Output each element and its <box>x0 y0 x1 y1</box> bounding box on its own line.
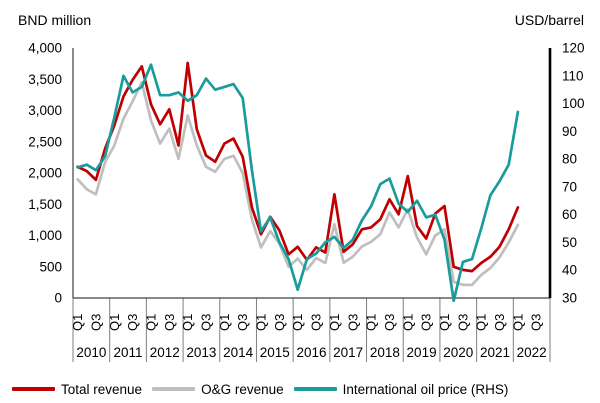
quarter-label: Q3 <box>272 314 287 331</box>
year-label: 2014 <box>223 345 254 360</box>
year-label: 2013 <box>186 345 216 360</box>
left-axis-tick-label: 3,000 <box>28 103 62 118</box>
quarter-label: Q3 <box>345 314 360 331</box>
quarter-label: Q1 <box>143 314 158 331</box>
year-label: 2015 <box>260 345 290 360</box>
right-axis-tick-label: 110 <box>562 68 584 83</box>
right-axis-tick-label: 30 <box>562 291 577 306</box>
quarter-label: Q3 <box>419 314 434 331</box>
quarter-label: Q1 <box>327 314 342 331</box>
right-axis-tick-label: 50 <box>562 235 577 250</box>
year-label: 2018 <box>370 345 400 360</box>
right-axis-tick-label: 80 <box>562 152 577 167</box>
quarter-label: Q3 <box>309 314 324 331</box>
legend-label-og-revenue: O&G revenue <box>201 381 284 397</box>
right-axis-tick-label: 90 <box>562 124 577 139</box>
quarter-label: Q3 <box>492 314 507 331</box>
quarter-label: Q1 <box>217 314 232 331</box>
legend-swatch-og-revenue <box>152 387 196 391</box>
quarter-label: Q1 <box>474 314 489 331</box>
quarter-label: Q3 <box>88 314 103 331</box>
right-axis-tick-label: 60 <box>562 207 577 222</box>
right-axis-tick-label: 100 <box>562 96 585 111</box>
left-axis-tick-label: 2,000 <box>28 166 62 181</box>
quarter-label: Q3 <box>162 314 177 331</box>
quarter-label: Q1 <box>290 314 305 331</box>
quarter-label: Q3 <box>455 314 470 331</box>
left-axis-tick-label: 1,000 <box>28 228 62 243</box>
legend-label-total-revenue: Total revenue <box>61 381 143 397</box>
quarter-label: Q1 <box>180 314 195 331</box>
series-line-international-oil-price-rhs <box>76 63 520 303</box>
quarter-label: Q3 <box>125 314 140 331</box>
year-label: 2012 <box>150 345 180 360</box>
left-axis-tick-label: 3,500 <box>28 72 62 87</box>
legend-item-og-revenue: O&G revenue <box>152 382 284 397</box>
legend-label-oil-price: International oil price (RHS) <box>342 381 509 397</box>
right-axis-tick-label: 40 <box>562 263 577 278</box>
quarter-label: Q1 <box>364 314 379 331</box>
year-label: 2017 <box>333 345 363 360</box>
left-axis-tick-label: 0 <box>54 291 62 306</box>
left-axis-tick-label: 500 <box>39 259 62 274</box>
quarter-label: Q1 <box>70 314 85 331</box>
year-label: 2019 <box>407 345 437 360</box>
right-axis-tick-label: 120 <box>562 41 585 56</box>
year-label: 2022 <box>517 345 547 360</box>
series-line-total-revenue <box>76 61 520 273</box>
left-axis-tick-label: 1,500 <box>28 197 62 212</box>
year-label: 2016 <box>296 345 326 360</box>
quarter-label: Q3 <box>382 314 397 331</box>
year-label: 2021 <box>480 345 510 360</box>
legend: Total revenue O&G revenue International … <box>12 379 508 399</box>
legend-swatch-total-revenue <box>12 387 55 391</box>
right-axis-title: USD/barrel <box>514 12 584 28</box>
year-label: 2020 <box>443 345 473 360</box>
quarter-label: Q3 <box>529 314 544 331</box>
quarter-label: Q3 <box>235 314 250 331</box>
quarter-label: Q1 <box>437 314 452 331</box>
quarter-label: Q3 <box>199 314 214 331</box>
year-label: 2011 <box>114 345 143 360</box>
quarter-label: Q1 <box>254 314 269 331</box>
quarter-label: Q1 <box>510 314 525 331</box>
left-axis-tick-label: 2,500 <box>28 134 62 149</box>
legend-item-oil-price: International oil price (RHS) <box>293 381 509 397</box>
legend-item-total-revenue: Total revenue <box>12 382 142 397</box>
quarter-label: Q1 <box>400 314 415 331</box>
left-axis-title: BND million <box>18 12 92 28</box>
right-axis-tick-label: 70 <box>562 179 577 194</box>
quarter-label: Q1 <box>107 314 122 331</box>
year-label: 2010 <box>76 345 106 360</box>
series-line-o-g-revenue <box>76 81 520 287</box>
legend-swatch-oil-price <box>293 387 337 391</box>
left-axis-tick-label: 4,000 <box>28 41 62 56</box>
